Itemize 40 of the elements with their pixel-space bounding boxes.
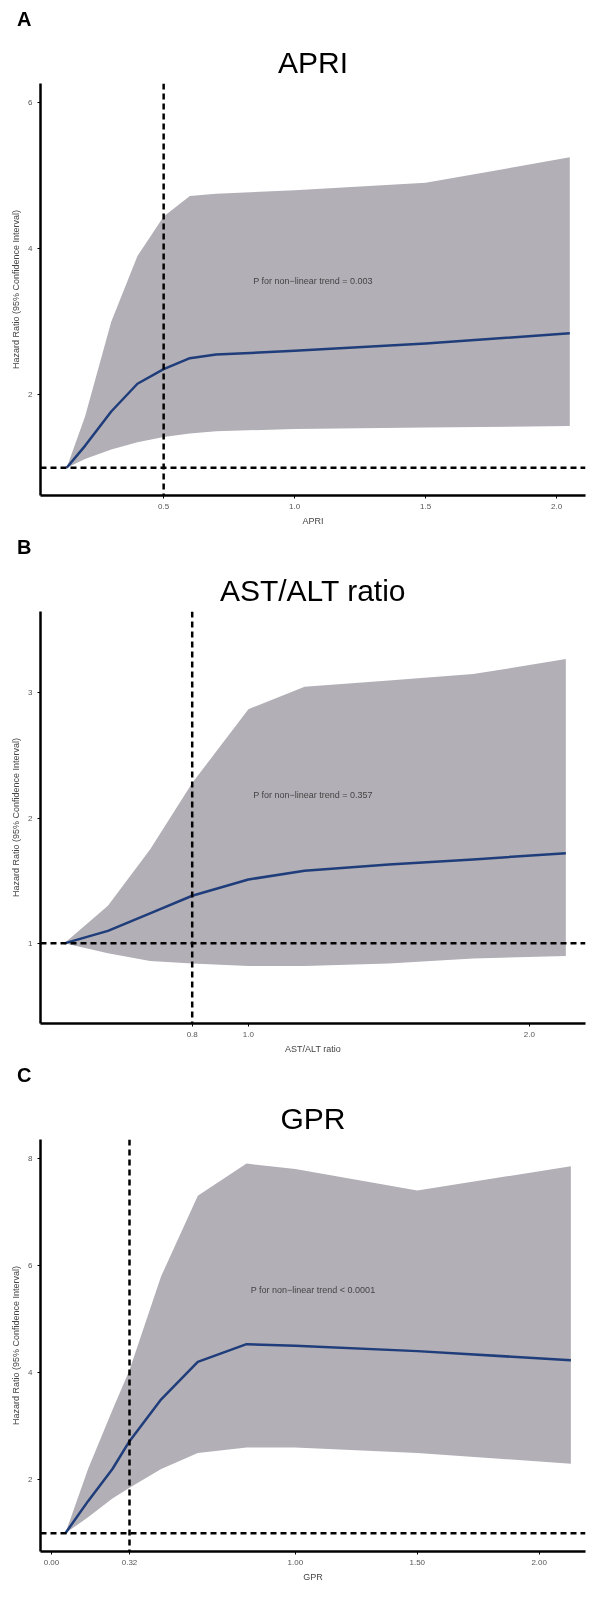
x-tick-label: 2.0	[523, 1029, 536, 1039]
y-tick-label: 4	[28, 1368, 34, 1378]
x-tick-label: 1.0	[242, 1029, 255, 1039]
x-tick-label: 0.8	[186, 1029, 199, 1039]
x-tick-label: 1.5	[420, 501, 432, 511]
x-tick-label: 1.0	[289, 501, 301, 511]
y-axis-title: Hazard Ratio (95% Confidence Interval)	[11, 1265, 22, 1426]
y-axis-title: Hazard Ratio (95% Confidence Interval)	[11, 737, 22, 898]
annotation: P for non−linear trend < 0.0001	[250, 1285, 376, 1295]
x-tick-label: 2.00	[531, 1557, 548, 1567]
annotation: P for non−linear trend = 0.357	[253, 789, 373, 800]
line-series	[65, 332, 572, 469]
y-tick-label: 8	[28, 1153, 34, 1163]
line-series	[64, 1342, 573, 1535]
chart-title: APRI	[277, 45, 349, 79]
x-tick-label: 0.00	[43, 1557, 60, 1567]
y-tick-label: 6	[28, 97, 34, 107]
x-tick-label: 1.50	[409, 1557, 426, 1567]
x-axis-title: AST/ALT ratio	[285, 1043, 341, 1054]
line-series	[63, 851, 568, 945]
x-tick-label: 2.0	[551, 501, 563, 511]
y-tick-label: 3	[28, 688, 34, 698]
text: A	[17, 7, 32, 32]
x-tick-label: 0.5	[158, 501, 170, 511]
text: B	[17, 535, 32, 560]
chart-title: AST/ALT ratio	[219, 573, 406, 607]
y-axis-title: Hazard Ratio (95% Confidence Interval)	[11, 209, 22, 370]
x-tick-label: 0.32	[121, 1557, 138, 1567]
chart-title: GPR	[280, 1101, 346, 1135]
text: C	[17, 1063, 32, 1088]
y-tick-label: 4	[28, 244, 34, 254]
x-axis-title: APRI	[302, 515, 324, 526]
y-tick-label: 6	[28, 1260, 34, 1270]
y-tick-label: 2	[28, 813, 34, 823]
annotation: P for non−linear trend = 0.003	[253, 275, 373, 286]
y-tick-label: 1	[28, 938, 34, 948]
x-tick-label: 1.00	[287, 1557, 304, 1567]
y-tick-label: 2	[28, 1475, 34, 1485]
x-axis-title: GPR	[303, 1571, 324, 1582]
y-tick-label: 2	[28, 390, 34, 400]
